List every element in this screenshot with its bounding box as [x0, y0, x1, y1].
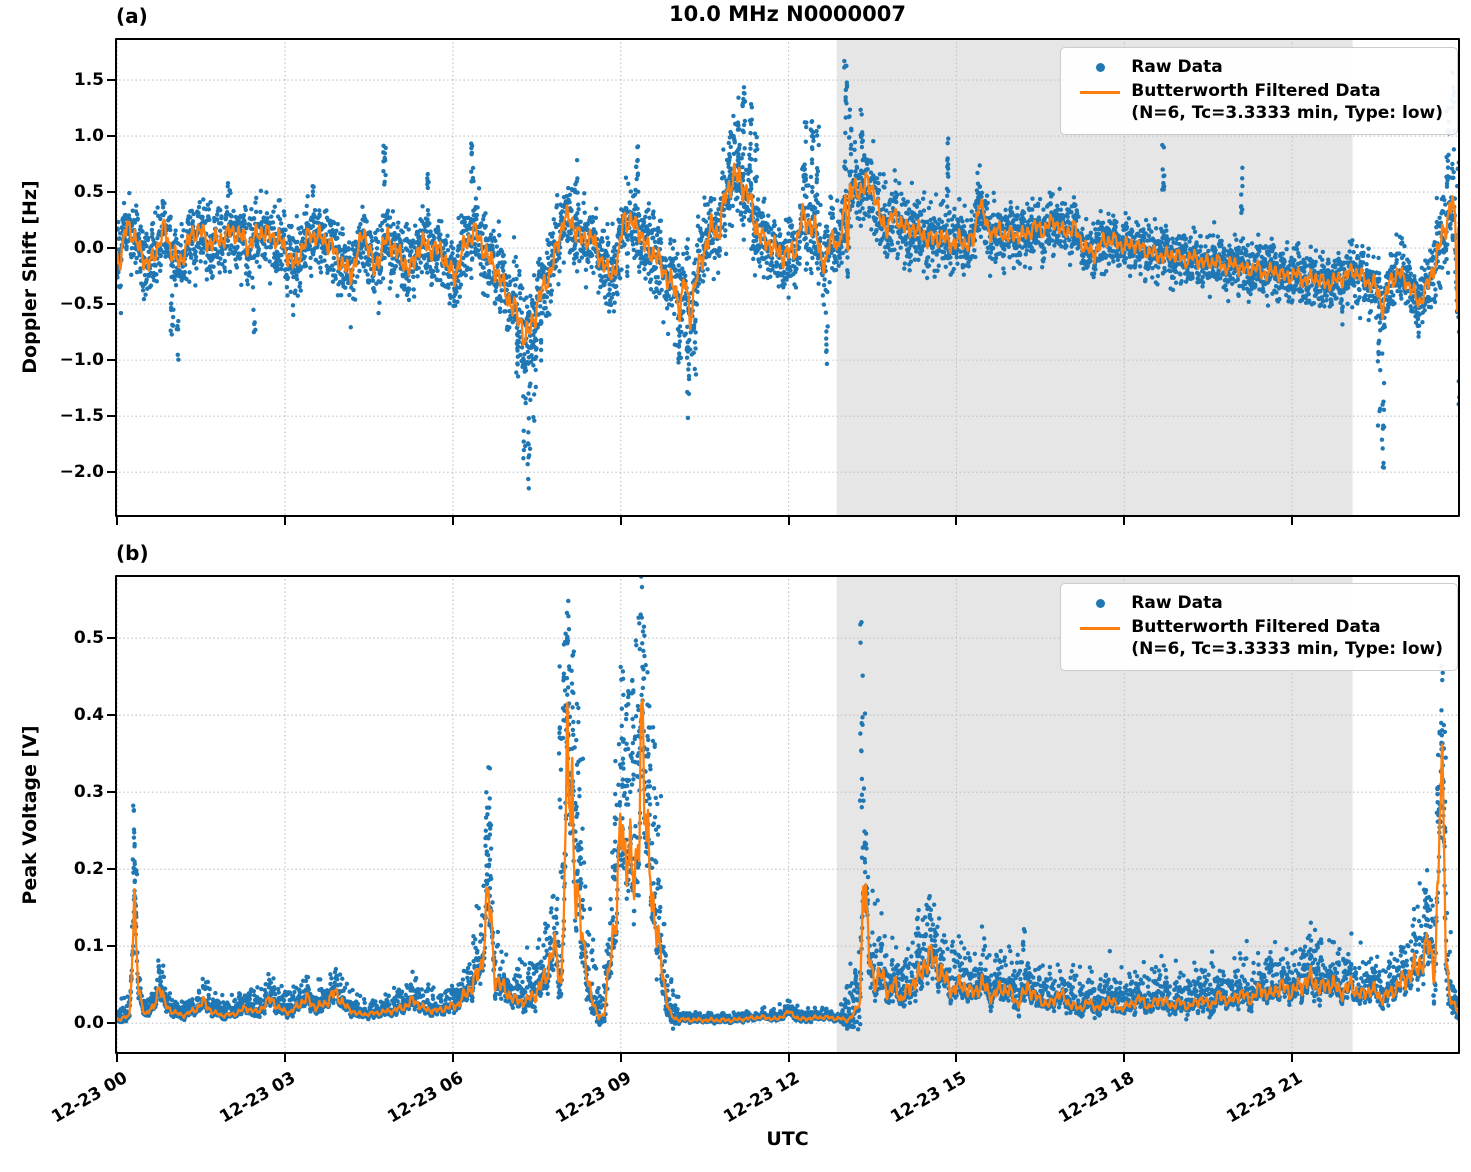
raw-data-dot-icon: [1069, 593, 1131, 608]
x-tick-mark: [1291, 1054, 1294, 1062]
x-tick-label: 12-23 15: [887, 1068, 971, 1128]
y-tick-mark: [107, 471, 115, 474]
y-tick-mark: [107, 303, 115, 306]
y-tick-mark: [107, 714, 115, 717]
legend-raw-label: Raw Data: [1131, 593, 1223, 613]
y-tick-label: 0.5: [73, 182, 104, 203]
y-tick-label: −1.0: [59, 350, 104, 371]
legend-filtered-label: Butterworth Filtered Data (N=6, Tc=3.3333…: [1131, 616, 1443, 659]
x-tick-mark: [116, 517, 119, 525]
x-tick-label: 12-23 21: [1223, 1068, 1307, 1128]
y-tick-label: 1.0: [73, 126, 104, 147]
y-tick-label: −1.5: [59, 406, 104, 427]
panel-label-a: (a): [116, 4, 148, 28]
x-tick-label: 12-23 00: [48, 1068, 132, 1128]
x-tick-mark: [955, 517, 958, 525]
panel-label-b: (b): [116, 541, 149, 565]
x-tick-mark: [451, 517, 454, 525]
legend-entry-raw: Raw Data: [1069, 593, 1443, 615]
x-tick-mark: [619, 517, 622, 525]
x-tick-mark: [1123, 517, 1126, 525]
y-tick-mark: [107, 247, 115, 250]
y-tick-mark: [107, 191, 115, 194]
legend-entry-raw: Raw Data: [1069, 57, 1443, 79]
y-tick-label: 0.1: [73, 936, 104, 957]
filtered-line-icon: [1069, 617, 1131, 631]
y-tick-label: −2.0: [59, 462, 104, 483]
x-axis-label: UTC: [766, 1128, 809, 1150]
y-axis-label-doppler: Doppler Shift [Hz]: [19, 180, 41, 374]
y-tick-mark: [107, 868, 115, 871]
y-tick-label: 0.3: [73, 782, 104, 803]
x-tick-label: 12-23 12: [719, 1068, 803, 1128]
x-tick-mark: [284, 517, 287, 525]
y-tick-label: 1.5: [73, 70, 104, 91]
figure-title: 10.0 MHz N0000007: [669, 2, 906, 26]
filtered-line-icon: [1069, 81, 1131, 95]
x-tick-mark: [1291, 517, 1294, 525]
y-tick-mark: [107, 637, 115, 640]
legend-filtered-label: Butterworth Filtered Data (N=6, Tc=3.3333…: [1131, 80, 1443, 123]
y-tick-mark: [107, 415, 115, 418]
y-tick-label: 0.0: [73, 1013, 104, 1034]
raw-data-dot-icon: [1069, 57, 1131, 72]
y-tick-mark: [107, 359, 115, 362]
x-tick-mark: [955, 1054, 958, 1062]
x-tick-mark: [787, 1054, 790, 1062]
y-tick-mark: [107, 79, 115, 82]
x-tick-label: 12-23 09: [552, 1068, 635, 1128]
y-tick-mark: [107, 135, 115, 138]
legend-raw-label: Raw Data: [1131, 57, 1223, 77]
legend-panel-b: Raw Data Butterworth Filtered Data (N=6, …: [1060, 583, 1458, 672]
y-tick-mark: [107, 945, 115, 948]
legend-entry-filtered: Butterworth Filtered Data (N=6, Tc=3.3333…: [1069, 617, 1443, 661]
y-tick-label: −0.5: [59, 294, 104, 315]
x-tick-mark: [787, 517, 790, 525]
y-tick-label: 0.2: [73, 859, 104, 880]
x-tick-mark: [451, 1054, 454, 1062]
x-tick-mark: [619, 1054, 622, 1062]
x-tick-label: 12-23 18: [1055, 1068, 1139, 1128]
y-tick-label: 0.4: [73, 705, 104, 726]
legend-entry-filtered: Butterworth Filtered Data (N=6, Tc=3.3333…: [1069, 81, 1443, 125]
x-tick-label: 12-23 06: [384, 1068, 467, 1128]
x-tick-label: 12-23 03: [216, 1068, 300, 1128]
y-tick-label: 0.5: [73, 628, 104, 649]
y-tick-mark: [107, 1022, 115, 1025]
legend-panel-a: Raw Data Butterworth Filtered Data (N=6, …: [1060, 47, 1458, 136]
y-tick-label: 0.0: [73, 238, 104, 259]
x-tick-mark: [116, 1054, 119, 1062]
x-tick-mark: [284, 1054, 287, 1062]
y-tick-mark: [107, 791, 115, 794]
x-tick-mark: [1123, 1054, 1126, 1062]
